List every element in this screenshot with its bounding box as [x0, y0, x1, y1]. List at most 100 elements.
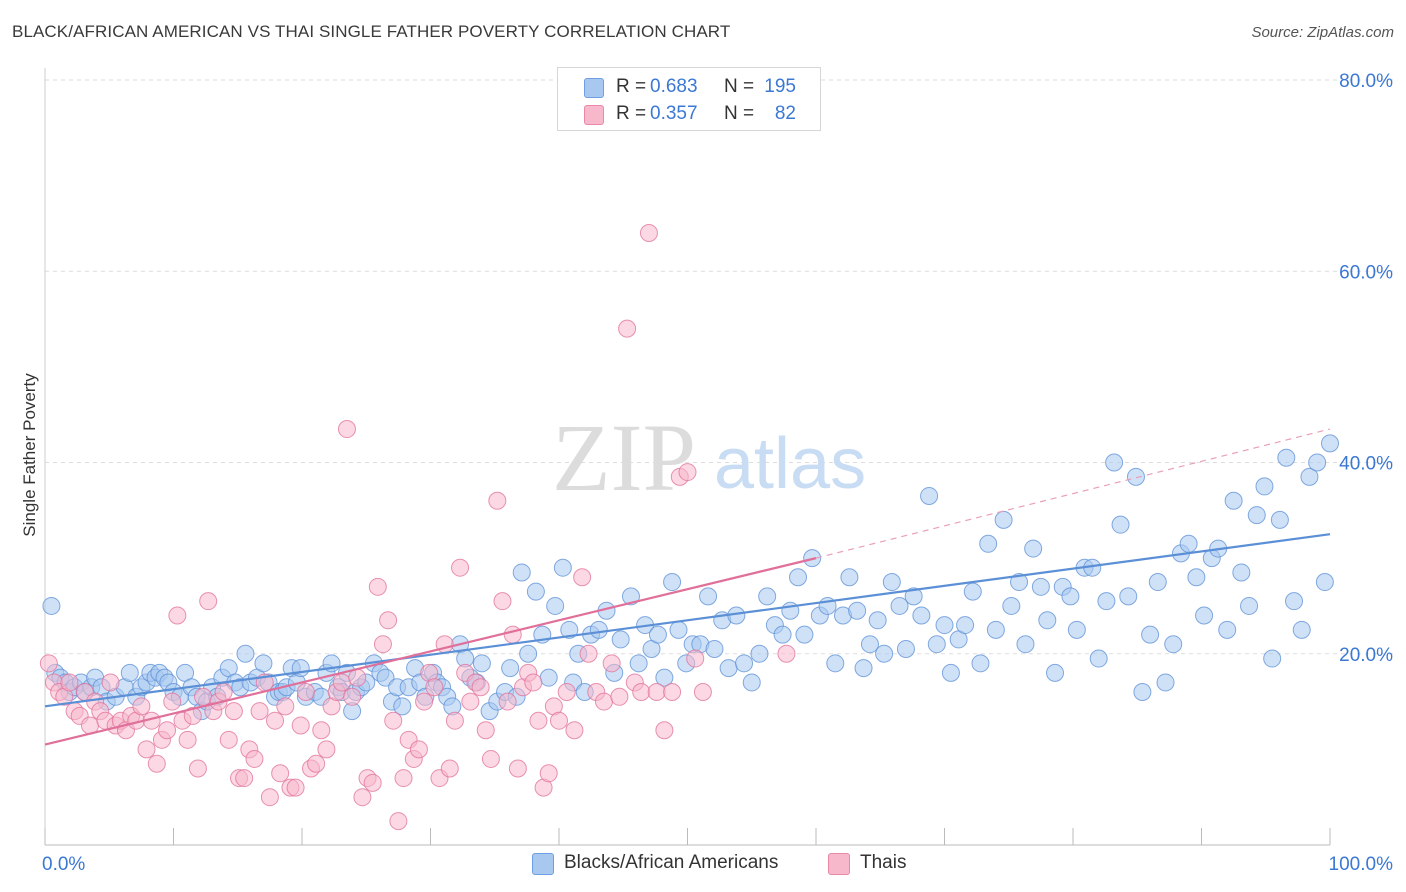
- blacks-point: [560, 620, 579, 639]
- thais-point: [471, 678, 490, 697]
- thais-trend-extension: [815, 428, 1331, 559]
- blacks-point: [1164, 635, 1183, 654]
- blacks-trend-line: [44, 533, 1331, 708]
- thais-point: [409, 740, 428, 759]
- blacks-point: [1141, 625, 1160, 644]
- legend-r-value: 0.357: [650, 103, 698, 124]
- blacks-point: [1240, 596, 1259, 615]
- thais-point: [425, 678, 444, 697]
- blacks-point: [979, 534, 998, 553]
- blacks-point: [254, 654, 273, 673]
- legend-n-label: N =: [724, 103, 755, 124]
- bottom-legend-label-thais: Thais: [860, 852, 907, 873]
- thais-point: [594, 692, 613, 711]
- thais-point: [602, 654, 621, 673]
- blacks-point: [1031, 577, 1050, 596]
- thais-point: [147, 754, 166, 773]
- y-tick-label: 40.0%: [1339, 454, 1393, 475]
- thais-point: [394, 769, 413, 788]
- blacks-point: [904, 587, 923, 606]
- blacks-point: [840, 568, 859, 587]
- blacks-point: [1224, 491, 1243, 510]
- blacks-point: [1016, 635, 1035, 654]
- thais-point: [199, 592, 218, 611]
- blacks-point: [1315, 573, 1334, 592]
- thais-point: [332, 673, 351, 692]
- thais-point: [451, 558, 470, 577]
- thais-point: [524, 673, 543, 692]
- blacks-point: [472, 654, 491, 673]
- blacks-point: [1285, 592, 1304, 611]
- thais-point: [373, 635, 392, 654]
- legend-r-value: 0.683: [650, 76, 698, 97]
- thais-point: [389, 812, 408, 831]
- thais-point: [163, 692, 182, 711]
- thais-point: [291, 716, 310, 735]
- blacks-point: [890, 596, 909, 615]
- thais-point: [639, 224, 658, 242]
- blacks-point: [519, 644, 538, 663]
- blacks-point: [539, 668, 558, 687]
- blacks-point: [963, 582, 982, 601]
- blacks-point: [629, 654, 648, 673]
- blacks-point: [1089, 649, 1108, 668]
- blacks-point: [120, 663, 139, 682]
- thais-point: [655, 721, 674, 740]
- blacks-point: [1126, 467, 1145, 486]
- blacks-point: [553, 558, 572, 577]
- thais-point: [219, 730, 238, 749]
- legend-n-value: 82: [774, 103, 796, 124]
- blacks-point: [1024, 539, 1043, 558]
- thais-point: [415, 692, 434, 711]
- thais-point: [168, 606, 187, 625]
- thais-point: [183, 706, 202, 725]
- thais-point: [565, 721, 584, 740]
- blacks-point: [1111, 515, 1130, 534]
- blacks-point: [735, 654, 754, 673]
- blacks-point: [956, 616, 975, 635]
- thais-point: [317, 740, 336, 759]
- blacks-point: [546, 596, 565, 615]
- blacks-point: [1097, 592, 1116, 611]
- thais-point: [618, 319, 637, 338]
- blacks-point: [526, 582, 545, 601]
- blacks-point: [795, 625, 814, 644]
- y-tick-label: 20.0%: [1339, 645, 1393, 666]
- blacks-point: [935, 616, 954, 635]
- thais-point: [343, 687, 362, 706]
- tick-labels: 20.0% 40.0% 60.0% 80.0% 0.0% 100.0%: [42, 71, 1393, 875]
- thais-point: [286, 778, 305, 797]
- watermark-atlas: atlas: [714, 424, 866, 504]
- blacks-point: [789, 568, 808, 587]
- thais-point: [296, 683, 315, 701]
- blacks-point: [927, 635, 946, 654]
- thais-point: [481, 749, 500, 768]
- blacks-point: [1010, 573, 1029, 592]
- watermark: ZIP atlas: [552, 404, 866, 511]
- blacks-point: [663, 573, 682, 592]
- thais-point: [337, 420, 356, 439]
- y-axis-label: Single Father Poverty: [20, 373, 39, 537]
- legend-row-blacks: R = 0.683 N = 195: [558, 73, 820, 101]
- thais-point: [550, 711, 568, 730]
- watermark-zip: ZIP: [552, 404, 696, 511]
- thais-point: [445, 711, 464, 730]
- thais-point: [353, 788, 372, 807]
- thais-point: [260, 788, 279, 807]
- legend-n-label: N =: [724, 76, 755, 97]
- thais-point: [461, 692, 480, 711]
- thais-point: [158, 721, 177, 740]
- thais-point: [245, 749, 264, 768]
- blacks-point: [1277, 448, 1296, 467]
- thais-point: [493, 592, 512, 611]
- blacks-point: [1321, 434, 1339, 453]
- bottom-legend-swatch-thais: [828, 853, 850, 875]
- legend-r-label: R =: [616, 76, 647, 97]
- thais-point: [60, 673, 79, 692]
- thais-point: [348, 668, 367, 687]
- blacks-point: [826, 654, 845, 673]
- grid-lines: [45, 79, 1395, 655]
- thais-point: [508, 759, 527, 778]
- thais-point: [488, 491, 507, 510]
- y-tick-label: 80.0%: [1339, 71, 1393, 92]
